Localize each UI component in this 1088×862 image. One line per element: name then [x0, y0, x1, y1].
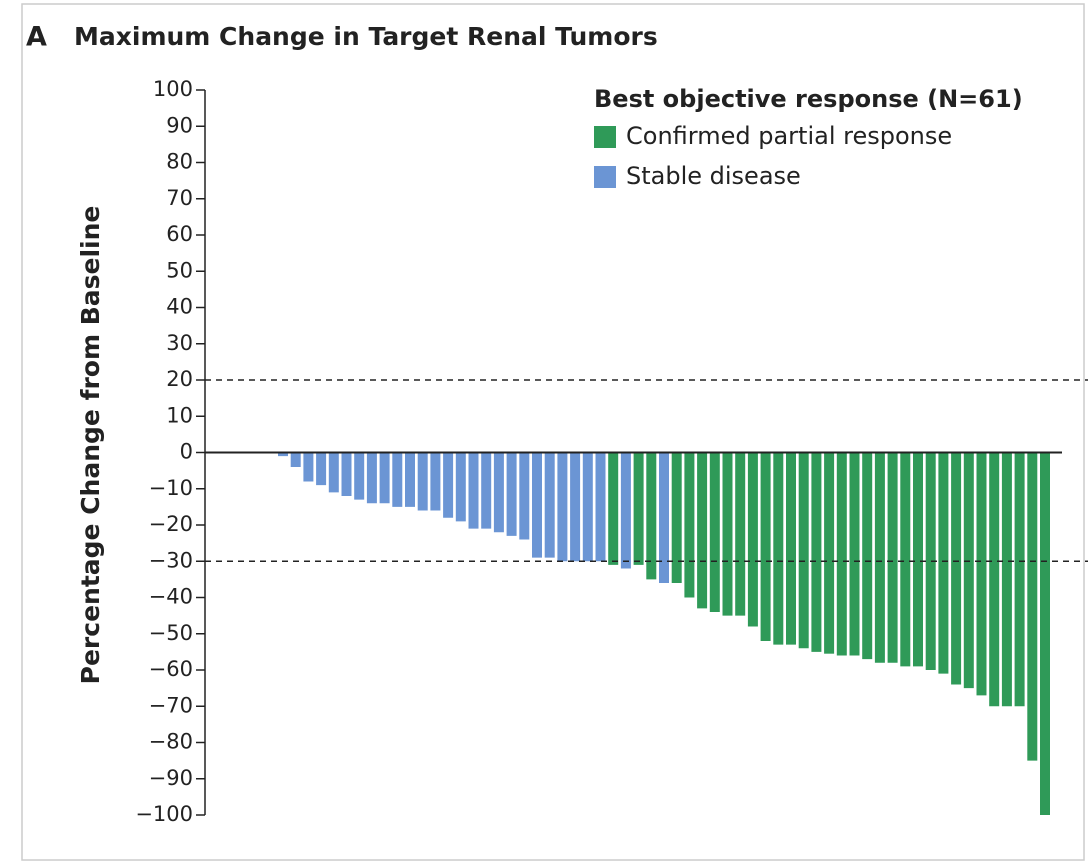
bar — [951, 452, 962, 685]
bar — [519, 452, 530, 540]
bar — [1027, 452, 1038, 761]
bar — [722, 452, 733, 616]
bar — [811, 452, 822, 652]
bar — [836, 452, 847, 656]
bar — [773, 452, 784, 645]
bar — [1001, 452, 1012, 707]
y-tick-label: −70 — [149, 693, 193, 717]
bar — [595, 452, 606, 562]
bar — [328, 452, 339, 493]
panel-label: A — [26, 22, 47, 53]
bar — [989, 452, 1000, 707]
legend-label: Stable disease — [626, 162, 801, 190]
legend-title: Best objective response (N=61) — [594, 85, 1023, 113]
bar — [887, 452, 898, 663]
bar — [671, 452, 682, 583]
bar — [659, 452, 669, 583]
bar — [582, 452, 593, 562]
bar — [405, 452, 415, 507]
y-tick-label: −80 — [149, 730, 193, 754]
bar — [874, 452, 885, 663]
bar — [760, 452, 771, 641]
bar — [697, 452, 708, 609]
bar — [493, 452, 504, 533]
bar — [417, 452, 428, 511]
bar — [430, 452, 441, 511]
bar — [849, 452, 860, 656]
bar — [735, 452, 746, 616]
y-tick-label: −40 — [149, 585, 193, 609]
y-tick-label: 10 — [166, 403, 193, 427]
bar — [913, 452, 923, 667]
y-tick-label: −30 — [149, 548, 193, 572]
bar — [379, 452, 390, 504]
bar — [684, 452, 695, 598]
y-tick-label: 0 — [180, 440, 193, 464]
y-tick-label: −50 — [149, 621, 193, 645]
legend-swatch — [594, 126, 616, 148]
bar — [824, 452, 835, 654]
bar — [455, 452, 466, 522]
y-tick-label: 40 — [166, 295, 193, 319]
bar — [532, 452, 542, 558]
bar — [278, 452, 288, 457]
y-tick-label: 50 — [166, 258, 193, 282]
y-tick-label: −100 — [135, 802, 193, 826]
bar — [747, 452, 758, 627]
bar — [506, 452, 517, 536]
bar — [290, 452, 301, 467]
y-tick-label: 90 — [166, 113, 193, 137]
bar — [570, 452, 581, 562]
y-tick-label: −90 — [149, 766, 193, 790]
bar — [544, 452, 555, 558]
y-tick-label: 100 — [153, 77, 193, 101]
bar — [620, 452, 631, 569]
bar — [900, 452, 911, 667]
y-tick-label: −20 — [149, 512, 193, 536]
bar — [1040, 452, 1050, 815]
y-tick-label: 20 — [166, 367, 193, 391]
y-tick-label: 70 — [166, 186, 193, 210]
bar — [316, 452, 327, 486]
bar — [303, 452, 314, 482]
y-tick-label: 80 — [166, 150, 193, 174]
bar — [366, 452, 377, 504]
y-tick-label: 30 — [166, 331, 193, 355]
bar — [481, 452, 492, 529]
frame — [21, 3, 1085, 861]
bar — [354, 452, 365, 500]
bar — [786, 452, 796, 645]
bar — [392, 452, 403, 507]
bar — [709, 452, 720, 612]
y-axis-label: Percentage Change from Baseline — [76, 206, 105, 685]
bar — [443, 452, 454, 518]
bar — [646, 452, 657, 580]
bar — [963, 452, 974, 689]
y-tick-label: 60 — [166, 222, 193, 246]
y-tick-label: −60 — [149, 657, 193, 681]
legend-label: Confirmed partial response — [626, 122, 952, 150]
bar — [925, 452, 936, 670]
bar — [1014, 452, 1025, 707]
bar — [798, 452, 809, 649]
y-tick-label: −10 — [149, 476, 193, 500]
chart-title: Maximum Change in Target Renal Tumors — [74, 22, 658, 51]
bar — [557, 452, 568, 562]
bar — [341, 452, 352, 496]
legend-swatch — [594, 166, 616, 188]
bar — [976, 452, 987, 696]
bar — [938, 452, 949, 674]
bar — [862, 452, 873, 660]
bar — [608, 452, 619, 565]
bar — [468, 452, 479, 529]
bar — [633, 452, 644, 565]
